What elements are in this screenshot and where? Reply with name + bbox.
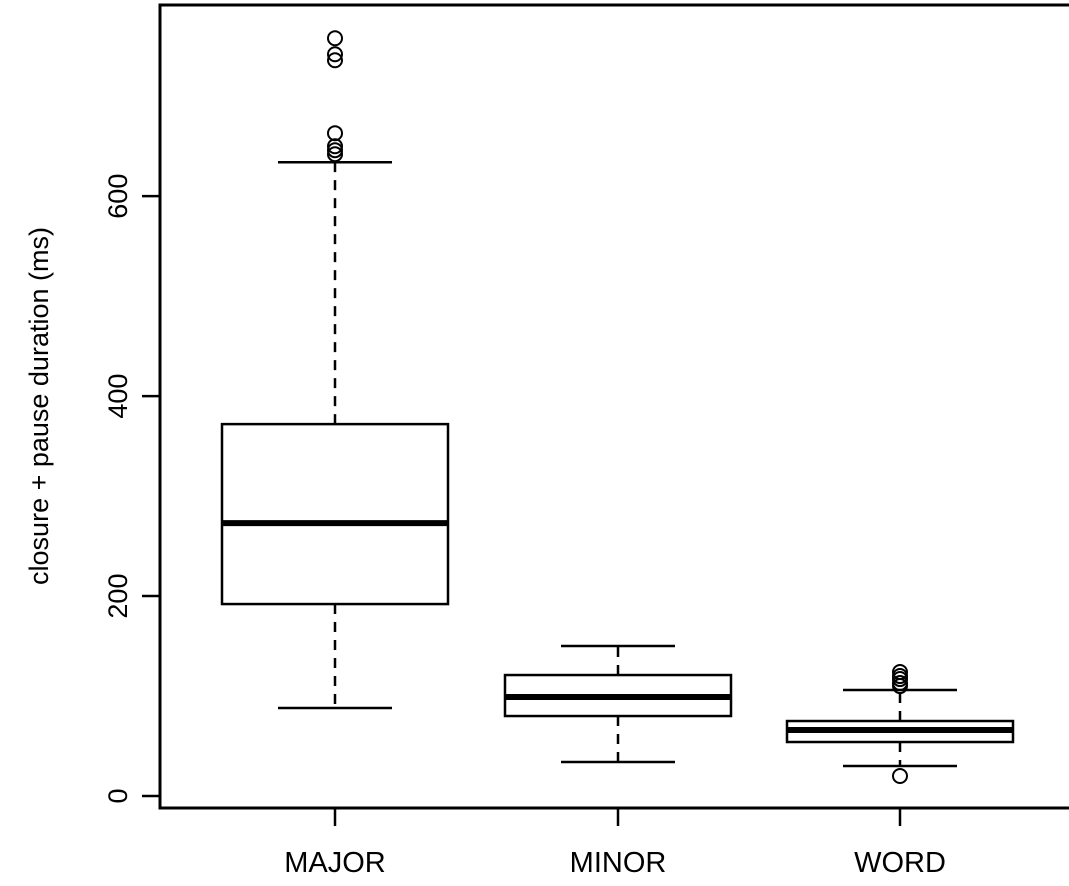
- outlier-point: [327, 146, 343, 163]
- y-tick-label: 400: [103, 374, 133, 419]
- box-major: [220, 30, 450, 710]
- y-axis: 0 200 400 600: [103, 174, 162, 804]
- outlier-point: [327, 142, 343, 159]
- iqr-box: [220, 422, 450, 606]
- outlier-point: [892, 664, 908, 681]
- x-tick-label: MINOR: [570, 847, 667, 879]
- outlier-point: [327, 52, 343, 69]
- outlier-point: [892, 668, 908, 685]
- y-tick-label: 200: [103, 574, 133, 619]
- outlier-point: [892, 675, 908, 692]
- outlier-point: [327, 138, 343, 155]
- outlier-point: [327, 125, 343, 142]
- x-tick-label: MAJOR: [284, 847, 386, 879]
- outlier-point: [327, 30, 343, 47]
- box-minor: [503, 644, 733, 764]
- x-tick-label: WORD: [854, 847, 946, 879]
- x-axis: MAJOR MINOR WORD: [284, 806, 946, 879]
- outlier-point: [892, 768, 908, 785]
- box-word: [785, 664, 1015, 785]
- box-group: [220, 30, 1015, 785]
- outlier-point: [327, 46, 343, 63]
- y-tick-label: 0: [103, 788, 133, 803]
- y-tick-label: 600: [103, 174, 133, 219]
- y-axis-label: closure + pause duration (ms): [24, 227, 54, 585]
